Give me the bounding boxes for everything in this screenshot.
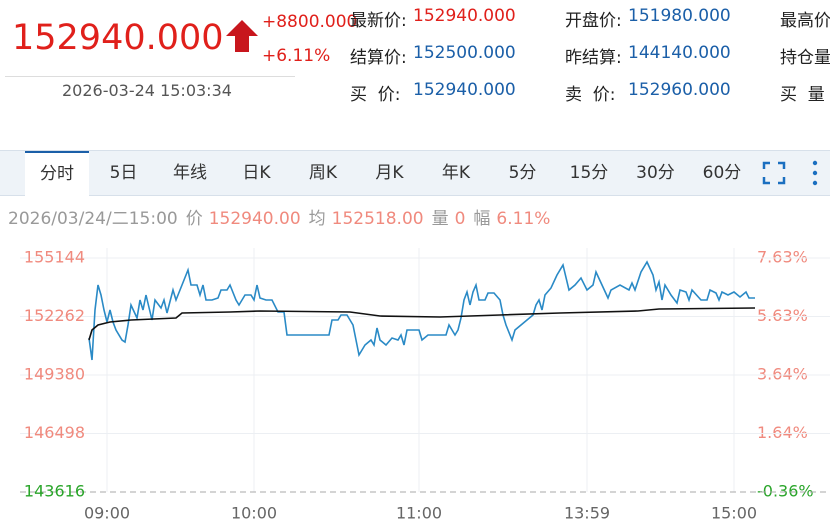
- chart: 09:00 10:00 11:00 13:59 15:00 7.63% 5.63% 3.64%…: [20, 248, 830, 522]
- tab[interactable]: 月K: [375, 163, 404, 183]
- info-item: 152518.00: [331, 209, 424, 229]
- info-item: 价: [185, 209, 203, 229]
- field-value: 152500.000: [413, 43, 516, 63]
- series-line: [88, 307, 756, 341]
- field-label: 持仓量: [780, 48, 830, 68]
- info-item: 2026/03/24/二15:00: [8, 209, 178, 229]
- field-label: 最高价: [780, 11, 830, 31]
- tab[interactable]: 年K: [441, 163, 471, 183]
- tab[interactable]: 日K: [242, 163, 271, 183]
- field-value: 144140.000: [628, 43, 731, 63]
- tab[interactable]: 分时: [25, 151, 89, 196]
- field-label: 结算价:: [350, 48, 407, 68]
- field-label: 开盘价:: [565, 11, 622, 31]
- y-tick-label: 152262: [24, 306, 85, 325]
- y-tick-label: 143616: [24, 482, 85, 501]
- tab[interactable]: 5日: [109, 163, 138, 183]
- tab[interactable]: 5分: [508, 163, 537, 183]
- x-tick-label: 10:00: [231, 504, 277, 522]
- y-tick-label: 146498: [24, 423, 85, 442]
- tab[interactable]: 年线: [173, 163, 207, 183]
- y-tick-label: 149380: [24, 365, 85, 384]
- info-item: 0: [454, 209, 466, 229]
- x-tick-label: 09:00: [84, 504, 130, 522]
- y2-tick-label: -0.36%: [757, 482, 814, 501]
- change-pct: +6.11%: [262, 46, 331, 66]
- info-item: 幅: [473, 209, 491, 229]
- tab[interactable]: 60分: [702, 163, 742, 183]
- info-item: 6.11%: [496, 209, 551, 229]
- x-tick-label: 15:00: [711, 504, 757, 522]
- y2-tick-label: 7.63%: [757, 248, 808, 267]
- change: +8800.000: [262, 12, 358, 32]
- tab[interactable]: 30分: [636, 163, 675, 183]
- field-value: 152960.000: [628, 80, 731, 100]
- series-line: [88, 260, 755, 361]
- field-value: 151980.000: [628, 6, 731, 26]
- field-value: 152940.000: [413, 6, 516, 26]
- y-tick-label: 155144: [24, 248, 85, 267]
- tab-bar: 分时 5日 年线 日K 周K 月K 年K 5分 15分 30分 60分: [0, 150, 830, 196]
- info-item: 均: [308, 209, 326, 229]
- y2-tick-label: 5.63%: [757, 306, 808, 325]
- x-tick-label: 13:59: [564, 504, 610, 522]
- field-label: 最新价:: [350, 11, 407, 31]
- x-tick-label: 11:00: [396, 504, 442, 522]
- info-item: 量: [431, 209, 449, 229]
- y2-tick-label: 1.64%: [757, 423, 808, 442]
- field-label: 卖 价:: [565, 85, 616, 105]
- field-label: 买 量: [780, 85, 825, 105]
- up-arrow-icon: [226, 20, 258, 52]
- field-label: 昨结算:: [565, 48, 622, 68]
- field-label: 买 价:: [350, 85, 401, 105]
- fullscreen-icon[interactable]: [762, 161, 786, 185]
- tab[interactable]: 周K: [308, 163, 338, 183]
- tab[interactable]: 15分: [569, 163, 609, 183]
- info-item: 152940.00: [208, 209, 301, 229]
- more-icon[interactable]: [808, 159, 822, 187]
- y2-tick-label: 3.64%: [757, 364, 808, 383]
- divider: [5, 76, 295, 77]
- info-line: 2026/03/24/二15:00 价 152940.00 均 152518.00 量 0 幅…: [8, 204, 558, 229]
- quote-time: 2026-03-24 15:03:34: [62, 81, 232, 100]
- field-value: 152940.000: [413, 80, 516, 100]
- price: 152940.000: [12, 18, 224, 58]
